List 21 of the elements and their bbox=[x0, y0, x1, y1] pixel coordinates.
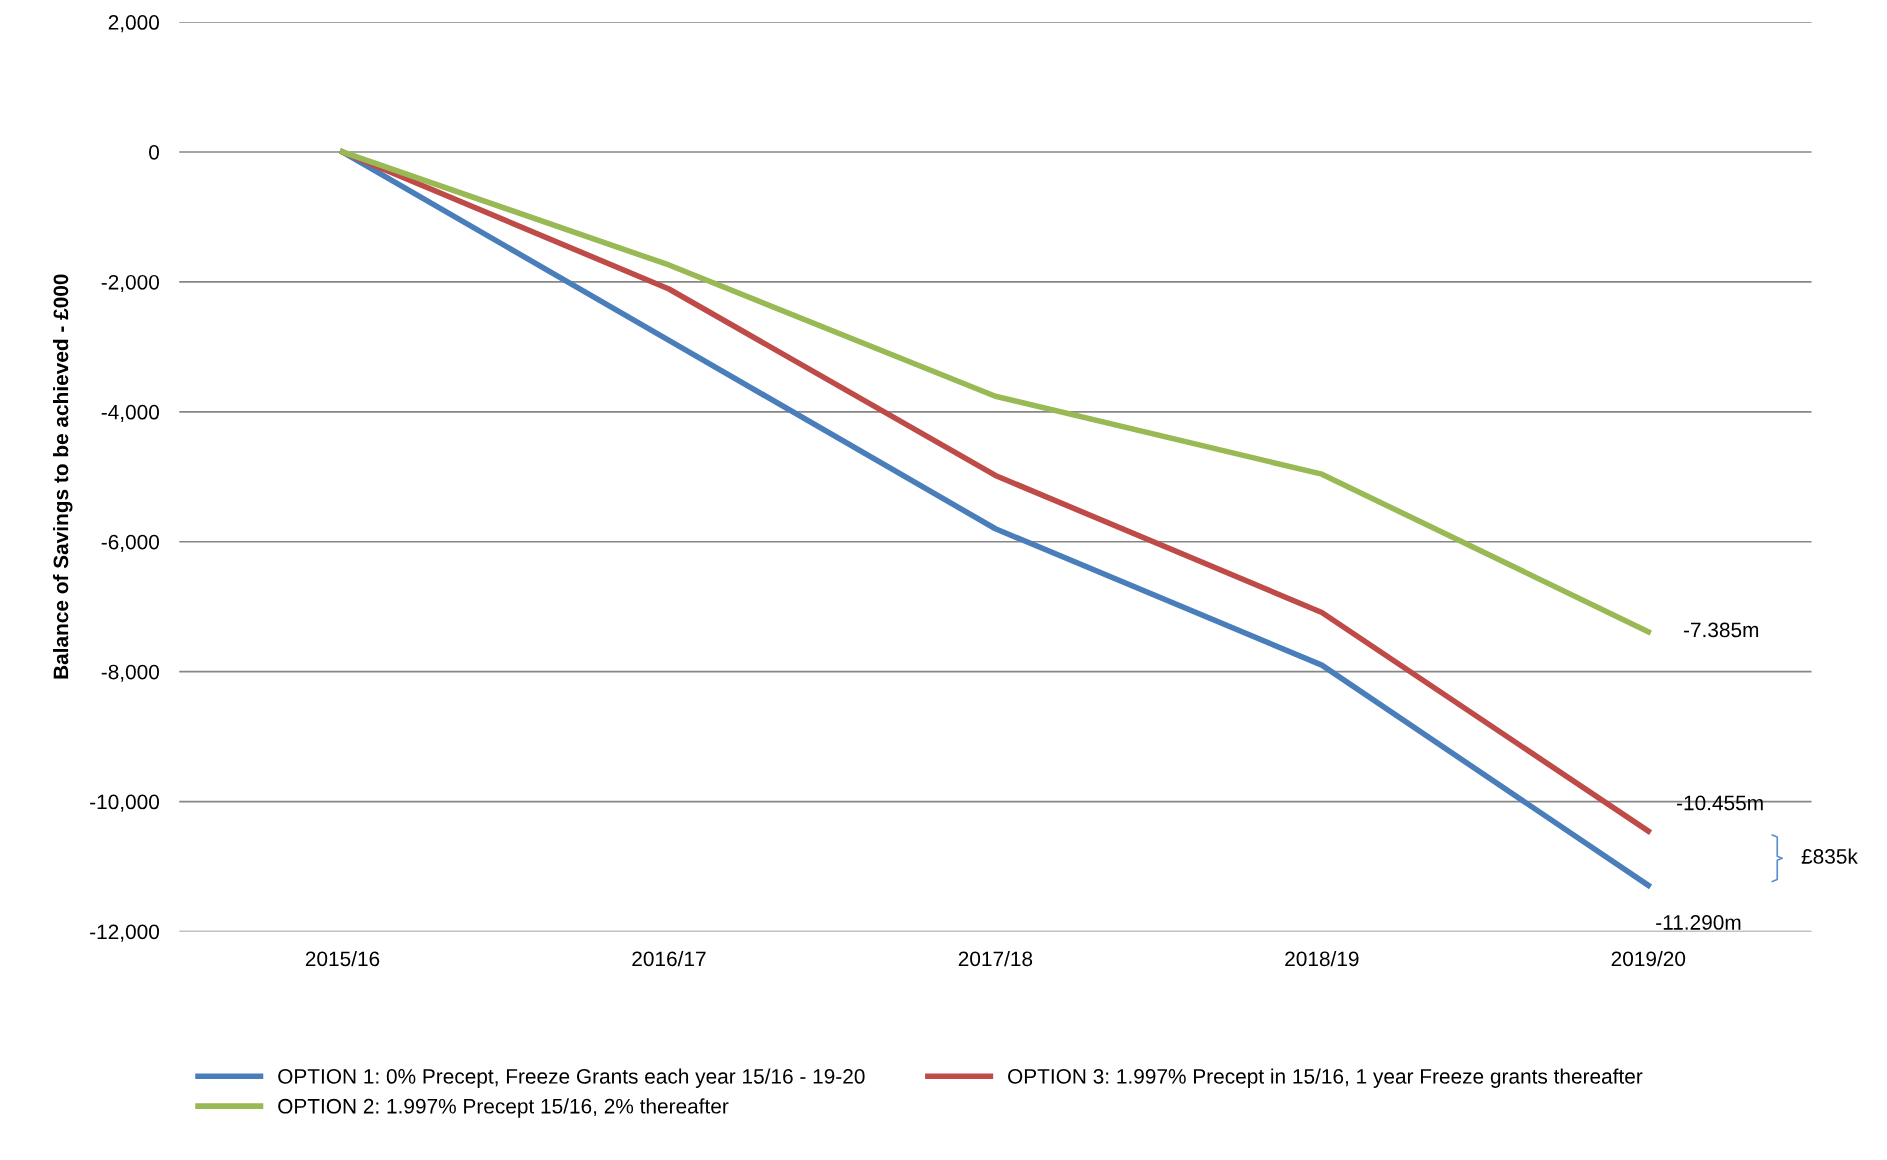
y-tick-label: -2,000 bbox=[101, 274, 160, 293]
y-tick-label: -6,000 bbox=[101, 534, 160, 552]
legend-label: OPTION 3: 1.997% Precept in 15/16, 1 year Freeze grants thereafter bbox=[1008, 1068, 1643, 1088]
y-tick-label: -4,000 bbox=[101, 404, 160, 423]
legend-label: OPTION 1: 0% Precept, Freeze Grants each year 15/16 - 19-20 bbox=[278, 1068, 865, 1088]
y-tick-label: -12,000 bbox=[90, 924, 160, 942]
x-tick-label: 2019/20 bbox=[1611, 950, 1686, 967]
annotation: -10.455m bbox=[1677, 795, 1763, 811]
y-tick-label: 0 bbox=[149, 144, 160, 160]
annotation: -7.385m bbox=[1683, 622, 1759, 638]
y-axis-title: Balance of Savings to be achieved - £000 bbox=[52, 274, 73, 679]
y-tick-label: -10,000 bbox=[90, 794, 160, 812]
x-tick-label: 2018/19 bbox=[1285, 950, 1359, 967]
x-tick-label: 2016/17 bbox=[632, 950, 706, 967]
y-tick-label: 2,000 bbox=[108, 15, 160, 33]
annotation: -11.290m bbox=[1656, 915, 1741, 930]
x-tick-label: 2017/18 bbox=[958, 950, 1033, 967]
y-tick-label: -8,000 bbox=[101, 664, 160, 682]
legend-label: OPTION 2: 1.997% Precept 15/16, 2% thereafter bbox=[278, 1098, 729, 1118]
annotation: £835k bbox=[1801, 848, 1858, 864]
x-tick-label: 2015/16 bbox=[305, 950, 380, 967]
